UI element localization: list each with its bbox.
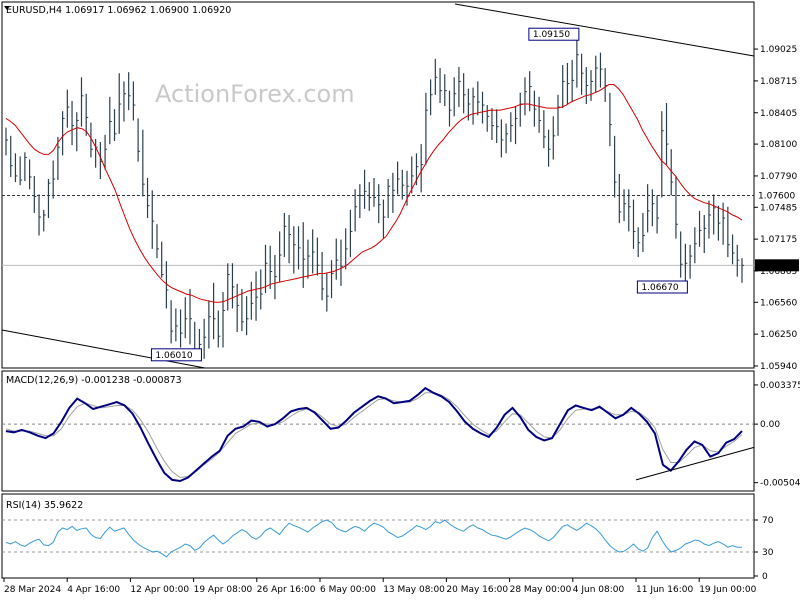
time-tick-label: 28 Mar 2024 bbox=[4, 585, 61, 595]
price-level-label: 1.07600 bbox=[758, 191, 795, 201]
macd-tick-label: 0.00 bbox=[760, 420, 780, 430]
price-tick-label: 1.06250 bbox=[760, 330, 797, 340]
rsi-tick-label: 0 bbox=[762, 572, 768, 582]
time-tick-label: 20 May 16:00 bbox=[446, 585, 508, 595]
rsi-y-axis: 70 30 0 bbox=[754, 516, 774, 582]
time-tick-label: 28 May 00:00 bbox=[510, 585, 572, 595]
rsi-panel-frame bbox=[1, 493, 755, 579]
macd-signal-line bbox=[5, 392, 743, 479]
time-tick-label: 11 Jun 16:00 bbox=[636, 585, 693, 595]
price-level-badge bbox=[755, 259, 799, 272]
macd-tick-label: -0.00504 bbox=[760, 479, 800, 489]
price-tick-label: 1.05940 bbox=[760, 362, 797, 372]
rsi-tick-label: 70 bbox=[762, 516, 774, 526]
macd-line bbox=[5, 386, 743, 483]
time-tick-label: 26 Apr 16:00 bbox=[257, 585, 316, 595]
collapse-triangle-icon[interactable] bbox=[4, 6, 10, 10]
price-annotation-box bbox=[636, 280, 688, 294]
price-tick-label: 1.06865 bbox=[760, 267, 797, 277]
price-tick-label: 1.08715 bbox=[760, 77, 797, 87]
price-y-axis: 1.09025 1.08715 1.08405 1.08100 1.07790 1.074… bbox=[754, 45, 799, 372]
rsi-title: RSI(14) 35.9622 bbox=[6, 500, 83, 511]
price-tick-label: 1.06560 bbox=[760, 298, 797, 308]
main-panel-frame bbox=[1, 1, 755, 369]
macd-y-axis: 0.003375 0.00 -0.00504 bbox=[754, 381, 800, 489]
main-title: EURUSD,H4 1.06917 1.06962 1.06900 1.0692… bbox=[6, 5, 231, 16]
price-annotation-label: 1.09150 bbox=[533, 30, 570, 40]
time-x-axis: 28 Mar 2024 4 Apr 16:00 12 Apr 00:00 19 Apr… bbox=[3, 578, 757, 595]
rsi-line bbox=[5, 519, 742, 558]
time-tick-label: 12 Apr 00:00 bbox=[130, 585, 189, 595]
price-level-label: 1.06920 bbox=[758, 261, 795, 271]
time-tick-label: 4 Apr 16:00 bbox=[67, 585, 120, 595]
price-annotation-box bbox=[150, 348, 202, 362]
price-tick-label: 1.07485 bbox=[760, 203, 797, 213]
price-level-badge bbox=[755, 189, 799, 202]
upper-channel-line bbox=[454, 3, 755, 57]
moving-average-line bbox=[5, 84, 743, 303]
main-hlines bbox=[2, 194, 754, 266]
macd-tick-label: 0.003375 bbox=[760, 381, 800, 391]
price-annotation-label: 1.06010 bbox=[155, 351, 192, 361]
price-tick-label: 1.08405 bbox=[760, 109, 797, 119]
lower-channel-line bbox=[1, 329, 206, 369]
price-annotations: 1.09150 1.06670 1.06010 bbox=[150, 27, 688, 362]
rsi-tick-label: 30 bbox=[762, 548, 774, 558]
price-annotation-label: 1.06670 bbox=[641, 283, 678, 293]
rsi-levels bbox=[2, 519, 754, 553]
macd-trendline bbox=[635, 446, 755, 481]
price-tick-label: 1.07175 bbox=[760, 235, 797, 245]
price-tick-label: 1.08100 bbox=[760, 140, 797, 150]
time-tick-label: 19 Jun 00:00 bbox=[699, 585, 756, 595]
price-tick-label: 1.07790 bbox=[760, 172, 797, 182]
macd-panel-frame bbox=[1, 370, 755, 492]
watermark: ActionForex.com bbox=[155, 80, 355, 108]
price-tick-label: 1.09025 bbox=[760, 45, 797, 55]
macd-title: MACD(12,26,9) -0.001238 -0.000873 bbox=[6, 375, 182, 386]
time-tick-label: 6 May 00:00 bbox=[320, 585, 376, 595]
time-tick-label: 4 Jun 08:00 bbox=[573, 585, 625, 595]
price-bars bbox=[5, 36, 744, 359]
price-annotation-box bbox=[528, 27, 580, 41]
time-tick-label: 19 Apr 08:00 bbox=[194, 585, 253, 595]
time-tick-label: 13 May 08:00 bbox=[383, 585, 445, 595]
